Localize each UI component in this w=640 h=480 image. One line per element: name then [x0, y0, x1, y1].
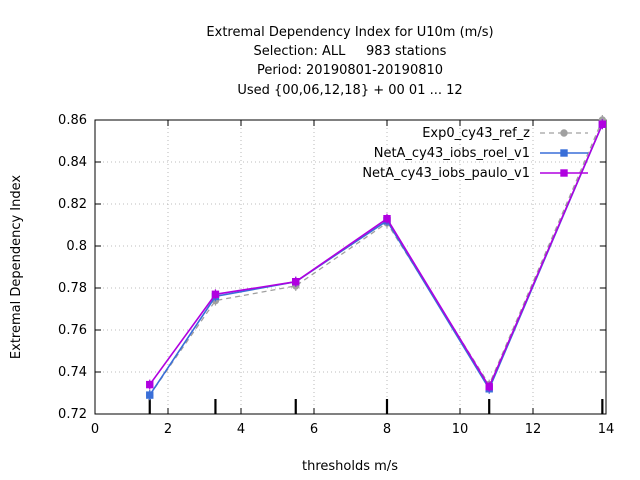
y-axis-label: Extremal Dependency Index: [9, 175, 24, 359]
legend-label: Exp0_cy43_ref_z: [422, 126, 530, 141]
x-tick-label: 4: [237, 422, 245, 437]
legend-label: NetA_cy43_iobs_paulo_v1: [362, 166, 530, 181]
x-tick-label: 10: [452, 422, 469, 437]
series-3: [146, 119, 607, 392]
title-line-2: Selection: ALL 983 stations: [254, 44, 447, 59]
plot-frame: [94, 119, 607, 415]
title-line-3: Period: 20190801-20190810: [257, 63, 443, 78]
series-line: [149, 123, 604, 396]
y-tick-label: 0.74: [58, 365, 87, 380]
data-point: [146, 391, 154, 399]
series-line: [149, 119, 603, 396]
x-tick-label: 8: [383, 422, 391, 437]
data-point: [211, 290, 220, 299]
y-tick-label: 0.76: [58, 323, 87, 338]
y-tick-label: 0.82: [58, 197, 87, 212]
data-point: [560, 129, 568, 137]
x-axis-label: thresholds m/s: [302, 459, 398, 474]
data-point: [560, 149, 568, 157]
chart-title: Extremal Dependency Index for U10m (m/s)…: [206, 25, 493, 98]
title-line-4: Used {00,06,12,18} + 00 01 ... 12: [237, 83, 462, 98]
title-line-1: Extremal Dependency Index for U10m (m/s): [206, 25, 493, 40]
axes: 0.72 0.74 0.76 0.78 0.8 0.82 0.84 0.86 0 2 4 6 8 10 12…: [58, 113, 614, 437]
data-point: [292, 278, 300, 286]
x-tick-label: 2: [164, 422, 172, 437]
y-tick-label: 0.86: [58, 113, 87, 128]
legend-label: NetA_cy43_iobs_roel_v1: [374, 146, 530, 161]
data-point: [146, 380, 154, 389]
y-tick-label: 0.84: [58, 155, 87, 170]
data-point: [485, 383, 493, 391]
x-tick-label: 6: [310, 422, 318, 437]
series-group: [146, 115, 607, 401]
y-tick-label: 0.78: [58, 281, 87, 296]
legend: Exp0_cy43_ref_z NetA_cy43_iobs_roel_v1 Net…: [362, 126, 588, 181]
y-tick-label: 0.72: [58, 407, 87, 422]
y-tick-label: 0.8: [66, 239, 87, 254]
data-point: [598, 120, 607, 128]
x-tick-label: 12: [525, 422, 542, 437]
x-tick-label: 14: [598, 422, 615, 437]
x-tick-label: 0: [91, 422, 99, 437]
series-2: [146, 119, 607, 401]
data-point: [383, 215, 391, 223]
series-line: [149, 123, 604, 389]
grid: [95, 120, 606, 414]
data-point: [560, 169, 568, 177]
threshold-markers: [148, 399, 604, 414]
